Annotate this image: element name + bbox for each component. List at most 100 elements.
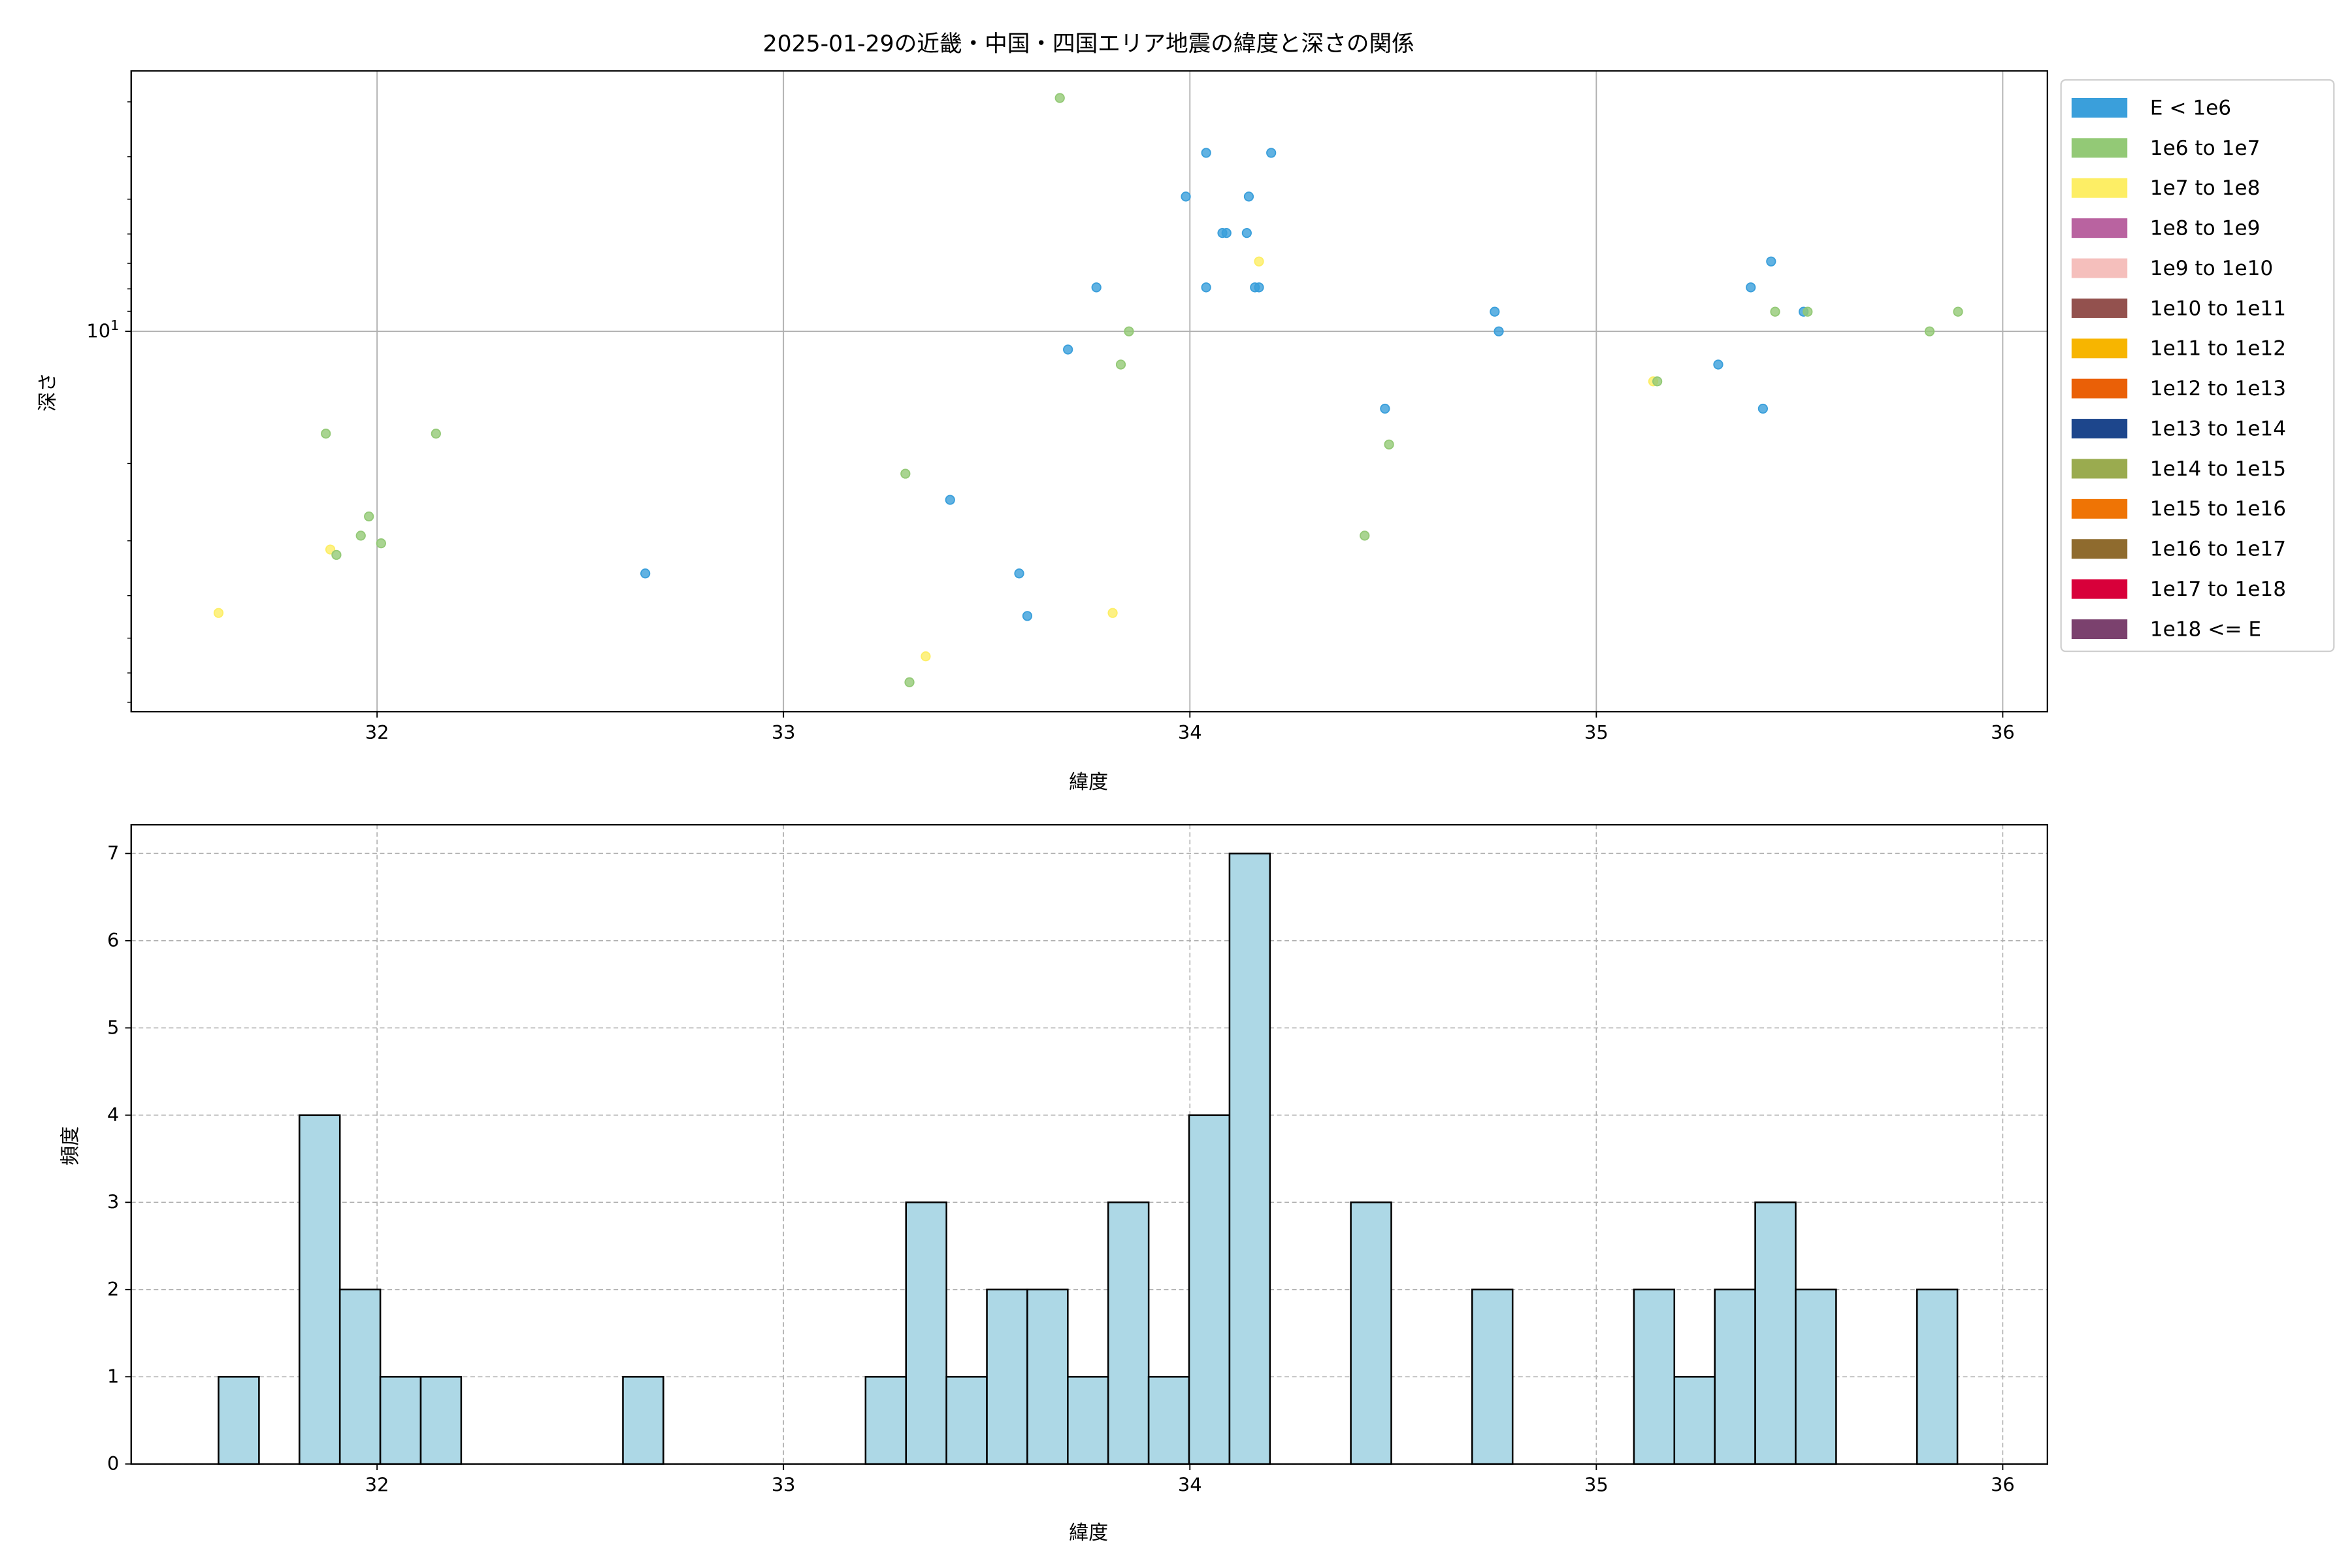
y-tick-label: 0	[107, 1452, 119, 1475]
histogram-bar	[622, 1376, 664, 1465]
legend-label: 1e10 to 1e11	[2150, 297, 2286, 320]
data-point	[1241, 228, 1252, 238]
legend-label: 1e12 to 1e13	[2150, 377, 2286, 400]
data-point	[1254, 256, 1264, 267]
data-point	[904, 677, 915, 687]
histogram-bar	[1107, 1201, 1150, 1465]
data-point	[1924, 326, 1935, 336]
legend-label: 1e13 to 1e14	[2150, 417, 2286, 440]
y-tick-label: 7	[107, 842, 119, 864]
data-point	[1091, 282, 1102, 293]
data-point	[1254, 282, 1264, 293]
data-point	[364, 511, 374, 522]
histogram-bar	[1147, 1376, 1190, 1465]
legend: E < 1e6 1e6 to 1e7 1e7 to 1e8 1e8 to 1e9 1e9…	[2060, 79, 2335, 653]
legend-swatch	[2071, 338, 2128, 359]
plot-frame	[130, 824, 2048, 1465]
histogram-bar	[1795, 1288, 1837, 1465]
data-point	[1054, 93, 1065, 103]
x-tick-label: 34	[1178, 1473, 1202, 1495]
legend-label: E < 1e6	[2150, 96, 2231, 120]
y-tick-label: 6	[107, 929, 119, 951]
data-point	[1490, 306, 1500, 317]
histogram-bar	[864, 1376, 907, 1465]
legend-swatch	[2071, 459, 2128, 479]
data-point	[1124, 326, 1134, 336]
histogram-bar	[945, 1376, 988, 1465]
data-point	[355, 531, 366, 541]
data-point	[1746, 282, 1756, 293]
data-point	[1953, 306, 1963, 317]
x-tick-label: 35	[1584, 721, 1609, 743]
y-tick-base: 10	[86, 319, 110, 342]
data-point	[1243, 191, 1254, 202]
data-point	[1380, 403, 1390, 414]
legend-swatch	[2071, 419, 2128, 439]
y-tick-label: 4	[107, 1103, 119, 1126]
scatter-x-label: 緯度	[1069, 771, 1108, 794]
legend-swatch	[2071, 98, 2128, 118]
y-tick-label: 5	[107, 1017, 119, 1039]
data-point	[1384, 439, 1394, 449]
y-tick-label: 2	[107, 1278, 119, 1300]
x-tick-label: 32	[365, 1473, 389, 1495]
histogram-bar	[1350, 1201, 1392, 1465]
legend-label: 1e11 to 1e12	[2150, 337, 2286, 361]
legend-label: 1e16 to 1e17	[2150, 538, 2286, 561]
legend-swatch	[2071, 178, 2128, 198]
legend-label: 1e8 to 1e9	[2150, 217, 2261, 240]
histogram-bar	[986, 1288, 1028, 1465]
data-point	[945, 495, 955, 505]
data-point	[321, 429, 331, 439]
histogram-bar	[1188, 1114, 1231, 1465]
legend-swatch	[2071, 218, 2128, 238]
y-tick-exponent: 1	[110, 318, 119, 333]
x-tick-label: 33	[772, 721, 796, 743]
data-point	[900, 468, 911, 479]
data-point	[431, 429, 441, 439]
legend-swatch	[2071, 539, 2128, 559]
legend-swatch	[2071, 298, 2128, 318]
histogram-bar	[1754, 1201, 1797, 1465]
hist-y-label: 頻度	[59, 1126, 82, 1166]
x-tick-label: 36	[1991, 1473, 2015, 1495]
legend-swatch	[2071, 579, 2128, 599]
y-tick-label: 3	[107, 1191, 119, 1213]
data-point	[1266, 148, 1277, 158]
data-point	[1063, 344, 1073, 355]
data-point	[1757, 403, 1769, 414]
plot-frame	[130, 70, 2048, 713]
histogram-bar	[1673, 1376, 1716, 1465]
histogram-bar	[1471, 1288, 1514, 1465]
histogram-bar	[1026, 1288, 1069, 1465]
data-point	[1221, 228, 1232, 238]
data-point	[213, 608, 224, 618]
data-point	[1014, 568, 1024, 579]
legend-label: 1e15 to 1e16	[2150, 497, 2286, 521]
histogram-bar	[299, 1114, 341, 1465]
data-point	[921, 651, 931, 662]
legend-label: 1e6 to 1e7	[2150, 137, 2261, 160]
data-point	[1201, 282, 1211, 293]
histogram-bar	[1916, 1288, 1959, 1465]
x-tick-label: 32	[365, 721, 389, 743]
scatter-y-label: 深さ	[37, 372, 59, 412]
legend-label: 1e18 <= E	[2150, 617, 2261, 641]
data-point	[1201, 148, 1211, 158]
histogram-bar	[1714, 1288, 1756, 1465]
histogram-bar	[218, 1376, 260, 1465]
hist-x-label: 緯度	[1069, 1522, 1108, 1544]
histogram-bar	[905, 1201, 947, 1465]
data-point	[1494, 326, 1504, 336]
histogram-bar	[419, 1376, 463, 1465]
legend-label: 1e7 to 1e8	[2150, 176, 2261, 200]
histogram-bar	[338, 1288, 382, 1465]
x-tick-label: 36	[1991, 721, 2015, 743]
histogram-bar	[1633, 1288, 1676, 1465]
data-point	[376, 538, 386, 549]
legend-swatch	[2071, 498, 2128, 519]
x-tick-label: 35	[1584, 1473, 1609, 1495]
histogram-bar	[1067, 1376, 1109, 1465]
scatter-plot: 32 33 34 35 36 101	[86, 70, 2048, 743]
y-tick-label: 101	[86, 318, 119, 342]
